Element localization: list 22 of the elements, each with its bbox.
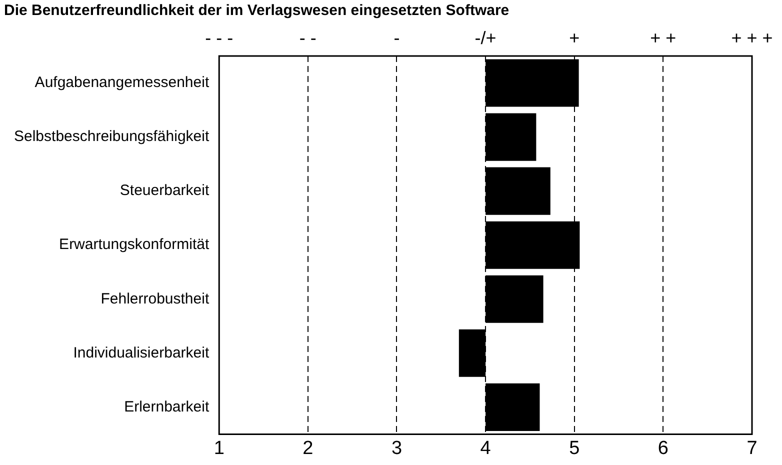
y-tick-label: Erwartungskonformität bbox=[59, 236, 210, 254]
text: -/+ bbox=[474, 28, 496, 48]
y-tick-label: Erlernbarkeit bbox=[124, 398, 210, 416]
text: + bbox=[569, 28, 580, 48]
text: + + bbox=[650, 28, 676, 48]
x-tick-label: 5 bbox=[569, 438, 580, 459]
x-tick-label: 1 bbox=[214, 438, 224, 459]
x-tick-label: 7 bbox=[746, 438, 758, 459]
y-tick-label: Aufgabenangemessenheit bbox=[34, 74, 210, 92]
text: - - bbox=[299, 28, 316, 48]
x-tick-label: 6 bbox=[658, 438, 668, 459]
y-tick-label: Individualisierbarkeit bbox=[73, 344, 210, 362]
text: - - - bbox=[205, 28, 234, 48]
y-tick-label: Selbstbeschreibungsfähigkeit bbox=[14, 128, 210, 146]
text: + + + bbox=[731, 28, 773, 48]
x-tick-label: 3 bbox=[391, 438, 402, 459]
x-tick-label: 4 bbox=[480, 438, 492, 459]
y-tick-label: Fehlerrobustheit bbox=[100, 290, 210, 308]
chart-title: Die Benutzerfreundlichkeit der im Verlagswesen eingesetzten Software bbox=[4, 2, 510, 20]
y-tick-label: Steuerbarkeit bbox=[120, 182, 210, 200]
text: - bbox=[394, 28, 400, 48]
x-tick-label: 2 bbox=[302, 438, 314, 459]
